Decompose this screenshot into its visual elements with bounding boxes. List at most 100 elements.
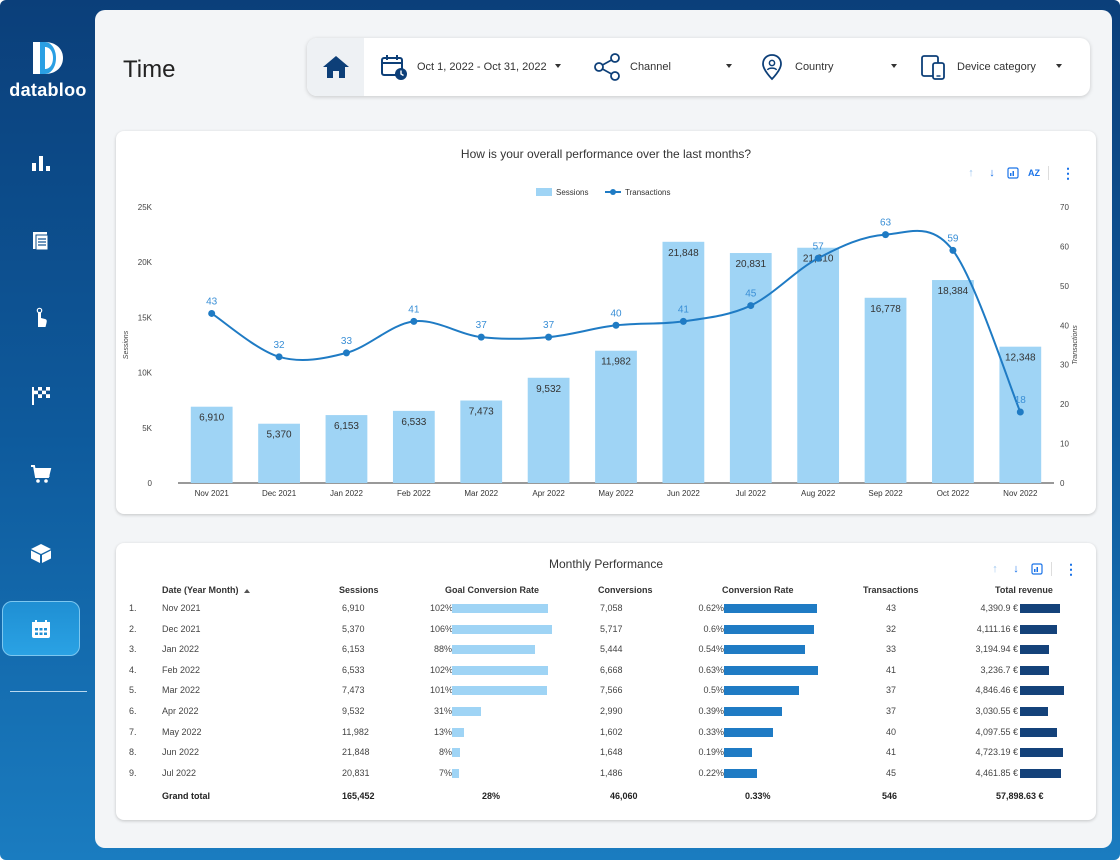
- cell-revenue: 3,194.94 €: [975, 644, 1018, 655]
- sidebar-item-overview[interactable]: [2, 135, 80, 191]
- cell-date[interactable]: Jun 2022: [162, 747, 200, 758]
- header-date[interactable]: Date (Year Month): [162, 585, 250, 595]
- cell-conversion-rate: 0.19%: [698, 747, 724, 758]
- table-expand-icon[interactable]: [1029, 561, 1045, 577]
- sidebar-item-goals[interactable]: [2, 367, 80, 423]
- cell-conversion-rate: 0.33%: [698, 726, 724, 737]
- sessions-bar: [729, 253, 772, 483]
- header-sessions[interactable]: Sessions: [339, 585, 379, 595]
- legend-sessions-label: Sessions: [556, 188, 588, 197]
- country-filter[interactable]: Country: [757, 38, 902, 96]
- cell-goal-rate: 7%: [438, 767, 452, 778]
- sidebar-item-ecommerce[interactable]: [2, 446, 80, 502]
- y2-tick-label: 0: [1060, 479, 1065, 488]
- home-icon: [322, 56, 349, 78]
- conversion-rate-bar: [724, 604, 817, 613]
- sessions-data-label: 21,848: [668, 248, 699, 259]
- total-sessions: 165,452: [342, 791, 375, 801]
- revenue-bar: [1020, 768, 1061, 778]
- sidebar-item-content[interactable]: [2, 212, 80, 268]
- total-transactions: 546: [882, 791, 898, 801]
- y-tick-label: 10K: [138, 369, 153, 378]
- channel-caret-icon: [726, 64, 732, 68]
- transactions-point: [679, 317, 687, 325]
- channel-filter-label: Channel: [630, 61, 671, 73]
- brand-logo[interactable]: databloo: [8, 38, 88, 108]
- channel-filter[interactable]: Channel: [592, 38, 737, 96]
- cell-date[interactable]: Nov 2021: [162, 603, 201, 613]
- y2-tick-label: 60: [1060, 242, 1069, 251]
- x-tick-label: Nov 2022: [1003, 489, 1038, 498]
- x-tick-label: Nov 2021: [195, 489, 230, 498]
- sessions-data-label: 6,910: [199, 413, 224, 424]
- header-conversions[interactable]: Conversions: [598, 585, 653, 595]
- y2-tick-label: 50: [1060, 282, 1069, 291]
- y-axis-label: Sessions: [123, 330, 130, 359]
- transactions-point: [208, 309, 216, 317]
- sidebar-item-engagement[interactable]: [2, 290, 80, 346]
- cell-goal-rate: 31%: [433, 706, 452, 716]
- country-filter-label: Country: [795, 61, 834, 73]
- cell-transactions: 41: [886, 664, 897, 675]
- databloo-logo-icon: [33, 42, 63, 74]
- cell-date[interactable]: Apr 2022: [162, 706, 199, 716]
- x-tick-label: May 2022: [598, 489, 634, 498]
- total-conversion-rate: 0.33%: [745, 791, 771, 801]
- table-sort-descending-icon[interactable]: ↓: [1013, 563, 1019, 575]
- goal-rate-bar: [452, 665, 549, 675]
- cell-conversions: 1,486: [600, 767, 623, 778]
- y2-tick-label: 10: [1060, 440, 1069, 449]
- cell-date[interactable]: May 2022: [162, 726, 202, 737]
- sort-descending-icon[interactable]: ↓: [989, 167, 995, 179]
- header-transactions[interactable]: Transactions: [863, 585, 919, 595]
- y2-axis-label: Transactions: [1072, 325, 1079, 365]
- cell-sessions: 6,533: [342, 664, 365, 675]
- sidebar-item-time[interactable]: [2, 601, 80, 656]
- cell-conversion-rate: 0.22%: [698, 767, 724, 778]
- revenue-bar: [1020, 665, 1050, 675]
- sidebar-item-products[interactable]: [2, 525, 80, 581]
- cell-sessions: 11,982: [342, 726, 369, 737]
- more-options-icon[interactable]: ⋮: [1061, 164, 1075, 181]
- shopping-cart-icon: [31, 465, 52, 483]
- header-goal-conversion-rate[interactable]: Goal Conversion Rate: [445, 585, 540, 595]
- conversion-rate-bar: [724, 624, 814, 634]
- device-category-label: Device category: [957, 61, 1036, 73]
- table-more-options-icon[interactable]: ⋮: [1064, 560, 1078, 577]
- cell-conversion-rate: 0.54%: [698, 644, 724, 655]
- cell-goal-rate: 106%: [430, 623, 454, 634]
- cell-conversions: 1,648: [600, 747, 623, 758]
- sort-alpha-icon[interactable]: AZ: [1028, 168, 1040, 178]
- cell-date[interactable]: Feb 2022: [162, 664, 201, 675]
- home-button[interactable]: [307, 38, 364, 96]
- cell-conversions: 7,058: [600, 603, 623, 613]
- row-index: 4.: [129, 664, 137, 675]
- cell-date[interactable]: Jul 2022: [162, 767, 197, 778]
- device-category-filter[interactable]: Device category: [919, 38, 1074, 96]
- toolbar-separator: [1048, 166, 1049, 180]
- table-toolbar-separator: [1051, 562, 1052, 576]
- cell-date[interactable]: Jan 2022: [162, 644, 200, 655]
- sessions-bar: [325, 415, 368, 483]
- header-conversion-rate[interactable]: Conversion Rate: [722, 585, 794, 595]
- table-sort-ascending-icon[interactable]: ↑: [992, 563, 998, 575]
- sort-ascending-icon[interactable]: ↑: [968, 167, 974, 179]
- x-tick-label: Jan 2022: [330, 489, 363, 498]
- transactions-data-label: 57: [813, 241, 825, 252]
- sessions-bar: [662, 241, 705, 483]
- cell-date[interactable]: Mar 2022: [162, 685, 201, 696]
- sessions-bar: [932, 280, 974, 483]
- cell-transactions: 32: [886, 623, 897, 634]
- chart-toolbar: ↑ ↓ AZ ⋮: [958, 165, 1076, 181]
- chart-expand-icon[interactable]: [1005, 165, 1021, 181]
- cell-revenue: 4,846.46 €: [975, 685, 1018, 696]
- sessions-data-label: 9,532: [536, 384, 561, 395]
- cell-conversion-rate: 0.6%: [703, 623, 724, 634]
- date-range-filter[interactable]: Oct 1, 2022 - Oct 31, 2022: [379, 38, 569, 96]
- date-range-value: Oct 1, 2022 - Oct 31, 2022: [417, 61, 547, 73]
- cell-date[interactable]: Dec 2021: [162, 623, 201, 634]
- goal-rate-bar: [452, 707, 482, 716]
- header-total-revenue[interactable]: Total revenue: [995, 585, 1053, 595]
- cell-sessions: 20,831: [342, 767, 370, 778]
- sidebar-divider: [10, 691, 87, 692]
